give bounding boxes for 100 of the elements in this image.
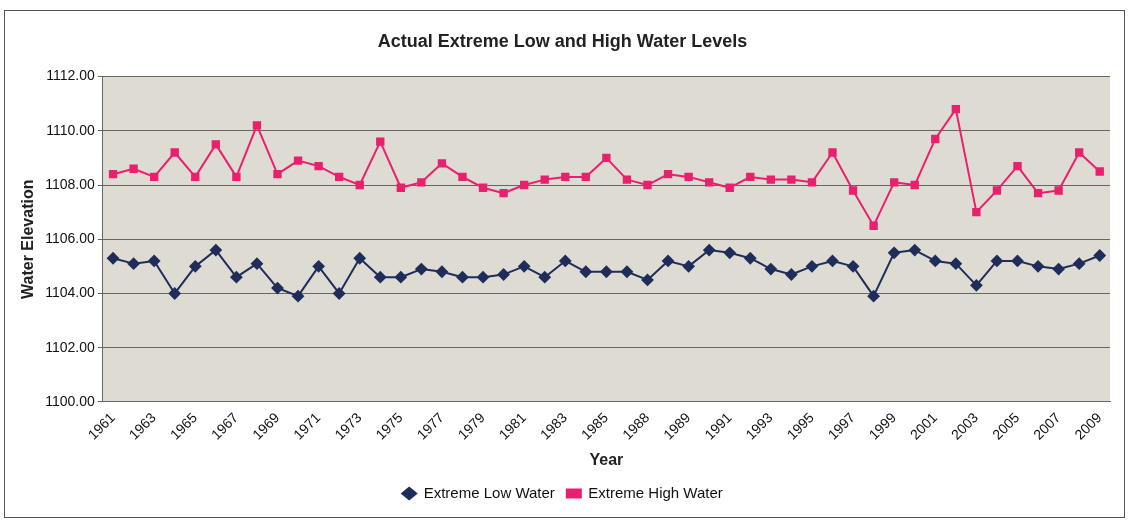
point	[170, 148, 179, 157]
point	[456, 271, 469, 284]
point	[602, 153, 611, 163]
point	[417, 178, 426, 187]
point	[684, 172, 693, 182]
point	[209, 244, 222, 257]
point	[232, 172, 241, 182]
point	[581, 172, 591, 182]
point	[889, 178, 899, 187]
point	[334, 172, 344, 182]
point	[252, 121, 262, 130]
point	[230, 271, 243, 284]
y-tick-label: 1110.00	[46, 121, 95, 138]
point	[355, 180, 364, 190]
point	[478, 183, 488, 192]
point	[458, 172, 467, 182]
point	[725, 183, 734, 192]
point	[867, 290, 880, 303]
point	[211, 140, 221, 149]
point	[662, 254, 675, 267]
point	[682, 260, 695, 273]
point	[990, 254, 1003, 267]
point	[579, 265, 592, 278]
y-tick-label: 1104.00	[45, 284, 95, 301]
point	[828, 148, 837, 157]
point	[805, 260, 818, 273]
point	[374, 271, 387, 284]
y-axis-title: Water Elevation	[19, 179, 37, 299]
point	[394, 271, 407, 284]
point	[437, 159, 447, 168]
point	[746, 172, 755, 182]
point	[848, 186, 858, 195]
point	[723, 246, 736, 259]
point	[499, 188, 508, 198]
legend-label: Extreme High Water	[588, 483, 723, 501]
chart-title: Actual Extreme Low and High Water Levels	[377, 30, 748, 51]
point	[1074, 148, 1084, 157]
y-tick-label: 1102.00	[45, 338, 95, 355]
point	[1013, 161, 1022, 171]
point	[519, 180, 529, 190]
point	[250, 257, 263, 270]
y-tick-label: 1108.00	[45, 175, 95, 192]
point	[949, 257, 962, 270]
point	[847, 260, 860, 273]
point	[704, 178, 714, 187]
point	[415, 263, 428, 276]
point	[376, 137, 385, 146]
point	[107, 252, 120, 265]
point	[1011, 254, 1024, 267]
point	[127, 257, 140, 270]
point	[1073, 257, 1086, 270]
point	[1052, 263, 1065, 276]
point	[396, 183, 406, 192]
point	[1095, 167, 1104, 176]
point	[785, 268, 798, 281]
point	[293, 156, 303, 165]
point	[191, 172, 200, 182]
point	[951, 104, 961, 114]
point	[497, 268, 510, 281]
point	[1032, 260, 1045, 273]
point	[477, 271, 490, 284]
point	[600, 265, 613, 278]
point	[149, 172, 159, 182]
point	[129, 164, 138, 173]
point	[931, 134, 940, 144]
point	[641, 273, 654, 286]
point	[643, 180, 652, 190]
point	[540, 175, 549, 184]
point	[518, 260, 531, 273]
point	[168, 287, 181, 300]
point	[970, 279, 983, 292]
point	[314, 161, 323, 171]
point	[908, 244, 921, 257]
point	[561, 172, 570, 182]
point	[929, 254, 942, 267]
point	[910, 180, 919, 190]
point	[869, 221, 878, 230]
point	[271, 282, 284, 295]
point	[888, 246, 901, 259]
point	[435, 265, 448, 278]
point	[663, 170, 673, 179]
point	[744, 252, 757, 265]
point	[622, 175, 632, 184]
point	[148, 254, 161, 267]
point	[992, 186, 1002, 195]
point	[333, 287, 346, 300]
point	[620, 265, 633, 278]
point	[312, 260, 325, 273]
point	[292, 290, 305, 303]
y-tick-label: 1100.00	[45, 392, 95, 409]
x-axis-title: Year	[589, 450, 624, 468]
point	[273, 170, 282, 179]
point	[559, 254, 572, 267]
point	[353, 252, 366, 265]
y-tick-label: 1106.00	[45, 230, 95, 247]
point	[826, 254, 839, 267]
point	[1033, 188, 1043, 198]
point	[703, 244, 716, 257]
point	[787, 175, 796, 184]
point	[972, 207, 981, 217]
